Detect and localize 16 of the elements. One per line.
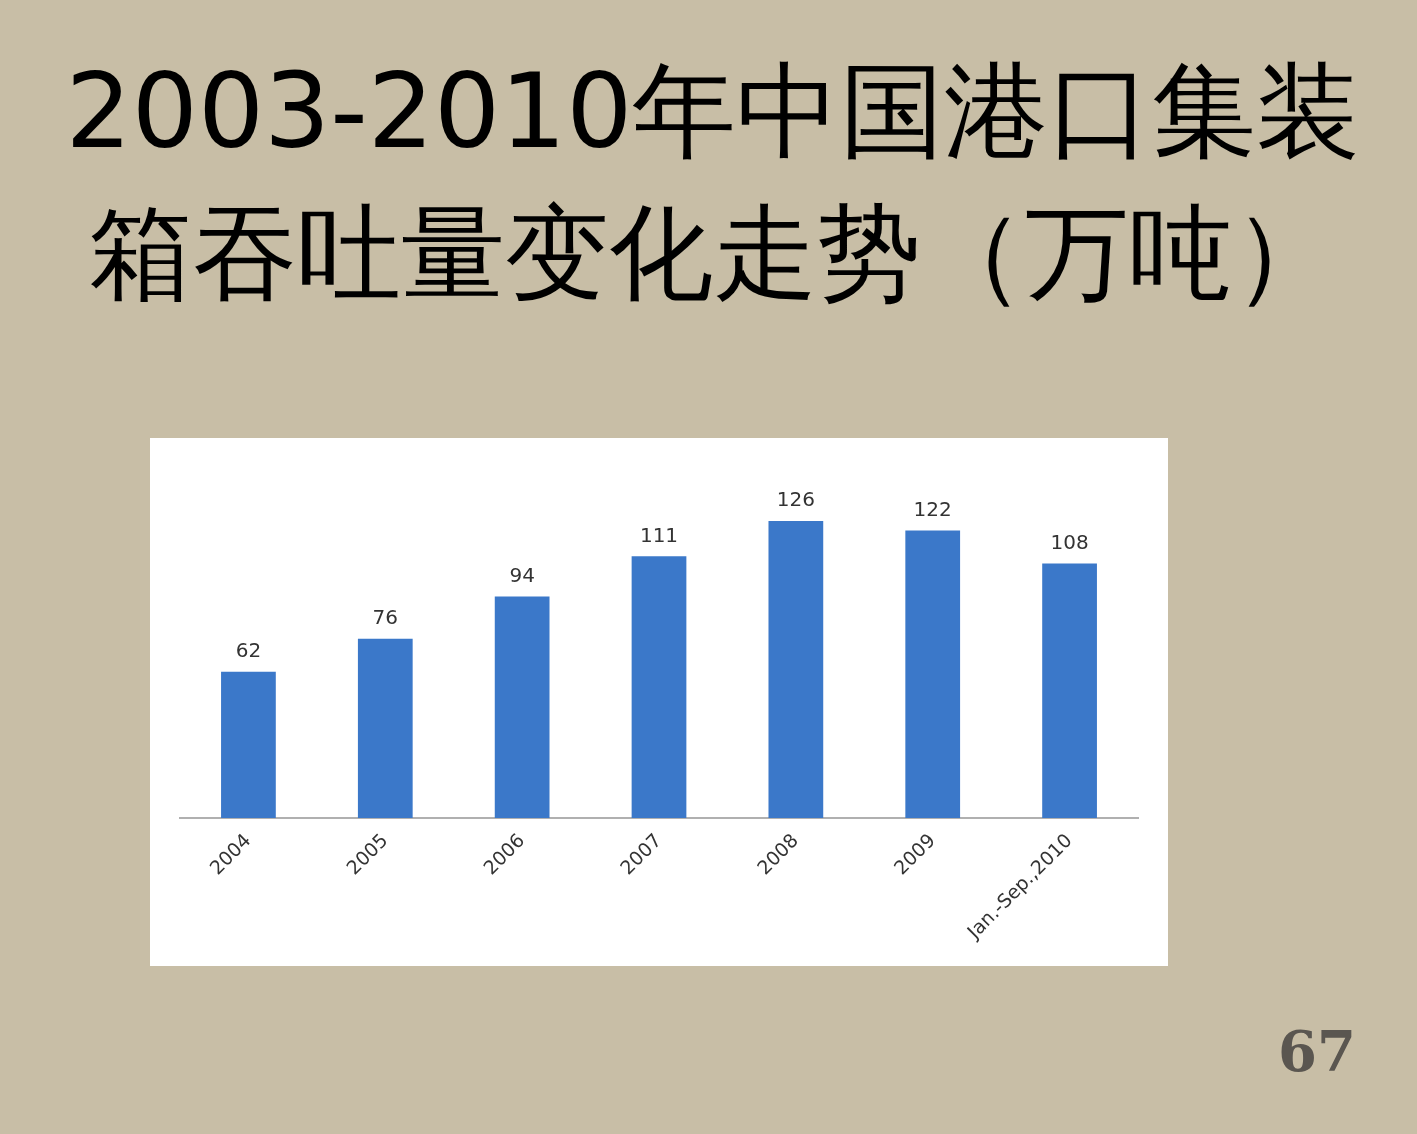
data-label: 76: [372, 605, 399, 630]
bar: [357, 638, 413, 818]
data-label: 111: [639, 522, 679, 547]
data-label: 122: [913, 496, 952, 521]
data-label: 108: [1050, 529, 1089, 554]
bar: [905, 530, 961, 818]
text: 67: [1278, 1018, 1356, 1084]
bar: [221, 671, 276, 818]
data-label: 62: [235, 638, 262, 663]
bar: [494, 596, 550, 818]
chart-title: 2003-2010年中国港口集装箱吞吐量变化走势（万吨）: [64, 49, 1362, 316]
data-label: 94: [509, 562, 535, 587]
bar: [1042, 563, 1097, 818]
bar: [768, 521, 824, 818]
data-label: 126: [776, 487, 815, 512]
bar: [631, 556, 687, 818]
